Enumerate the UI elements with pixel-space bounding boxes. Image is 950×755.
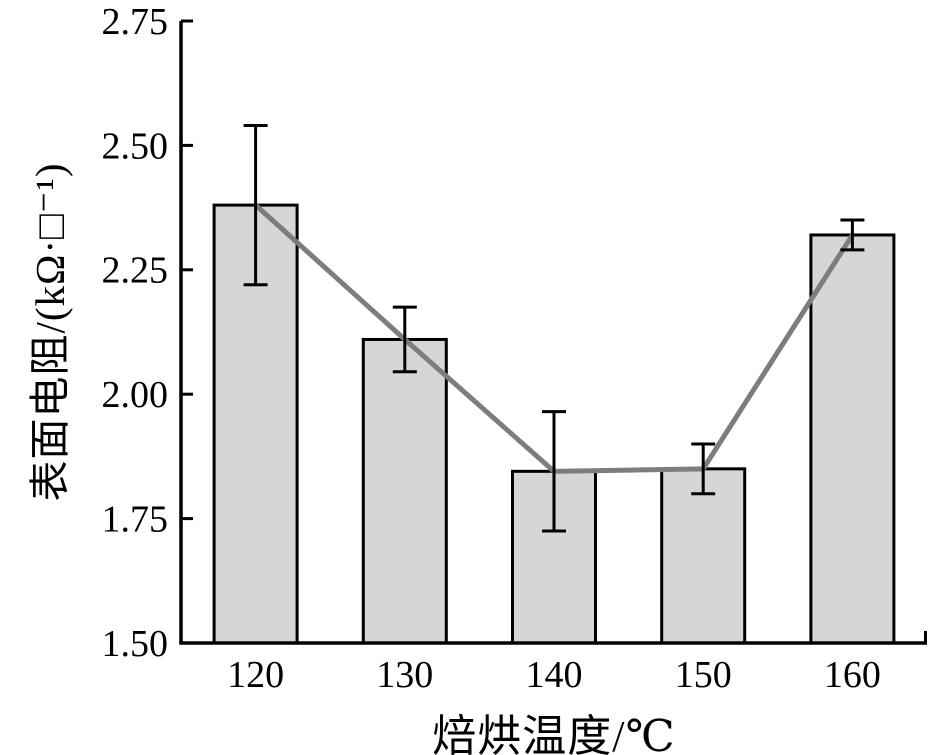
y-tick-label: 2.00 [102,374,169,416]
bar-130 [361,337,448,645]
bar-160 [809,233,896,645]
x-tick-label: 140 [526,654,583,696]
y-tick-label: 2.25 [102,250,169,292]
x-tick-label: 130 [376,654,433,696]
y-tick-label: 1.75 [102,499,169,541]
y-tick-label: 2.50 [102,125,169,167]
y-tick-label: 2.75 [102,1,169,43]
x-tick-label: 160 [824,654,881,696]
x-tick-label: 120 [227,654,284,696]
x-axis-title: 焙烘温度/℃ [432,712,676,755]
x-tick-label: 150 [675,654,732,696]
y-axis-title: 表面电阻/(kΩ·□⁻¹) [27,162,73,502]
y-tick-label: 1.50 [102,623,169,665]
